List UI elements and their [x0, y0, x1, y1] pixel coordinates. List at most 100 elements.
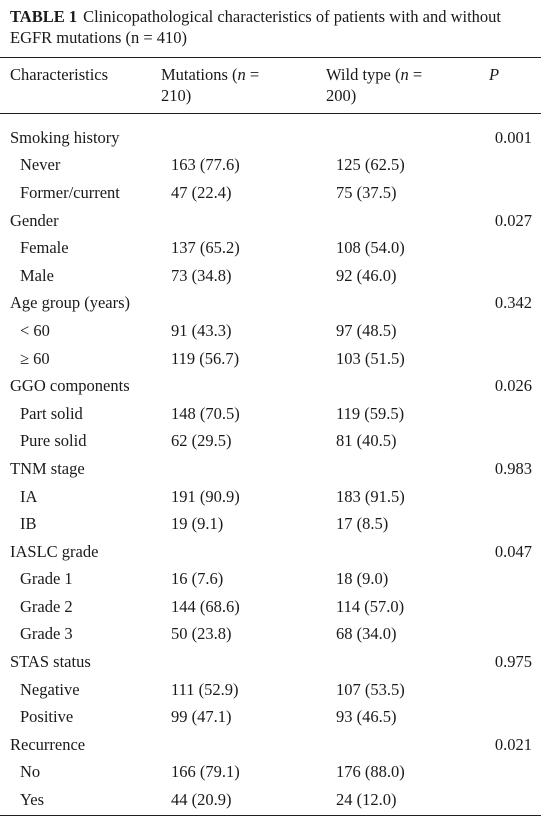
table-row-subcategory: ≥ 60 119 (56.7) 103 (51.5): [0, 345, 541, 373]
cell-p-value: [491, 428, 541, 456]
cell-wild-type: 119 (59.5): [336, 403, 405, 423]
cell-mutations: 111 (52.9): [171, 679, 239, 699]
cell-mutations: [171, 124, 336, 152]
cell-mutations: 148 (70.5): [171, 403, 240, 423]
cell-p-value: 0.027: [494, 210, 532, 230]
cell-wild-type: [336, 290, 491, 318]
table-row-subcategory: Negative 111 (52.9) 107 (53.5): [0, 676, 541, 704]
cell-wild-type: 18 (9.0): [336, 569, 389, 589]
cell-mutations: [171, 207, 336, 235]
cell-p-value: 0.001: [494, 127, 532, 147]
cell-characteristic: IB: [20, 514, 37, 534]
cell-wild-type: 17 (8.5): [336, 514, 389, 534]
cell-mutations: 137 (65.2): [171, 238, 240, 258]
cell-wild-type: [336, 207, 491, 235]
header-mutations-line2: 210): [161, 86, 192, 105]
cell-p-value: [491, 510, 541, 538]
cell-mutations: [171, 731, 336, 759]
cell-p-value: [491, 152, 541, 180]
cell-p-value: 0.983: [494, 458, 532, 478]
cell-mutations: 191 (90.9): [171, 486, 240, 506]
header-rule: [0, 113, 541, 114]
table-body: Smoking history 0.001 Never 163 (77.6) 125 (…: [0, 124, 541, 814]
cell-mutations: 166 (79.1): [171, 762, 240, 782]
table-row-subcategory: Female 137 (65.2) 108 (54.0): [0, 234, 541, 262]
table-row-subcategory: Former/current 47 (22.4) 75 (37.5): [0, 179, 541, 207]
cell-mutations: 99 (47.1): [171, 707, 232, 727]
cell-mutations: [171, 648, 336, 676]
table-row-subcategory: Male 73 (34.8) 92 (46.0): [0, 262, 541, 290]
cell-wild-type: 97 (48.5): [336, 320, 397, 340]
cell-characteristic: Positive: [20, 707, 74, 727]
cell-wild-type: 75 (37.5): [336, 182, 397, 202]
cell-p-value: [491, 786, 541, 814]
header-mutations-text-a: Mutations (: [161, 65, 238, 84]
cell-wild-type: 183 (91.5): [336, 486, 405, 506]
table-row-subcategory: Positive 99 (47.1) 93 (46.5): [0, 703, 541, 731]
cell-wild-type: 107 (53.5): [336, 679, 405, 699]
cell-p-value: [491, 593, 541, 621]
cell-p-value: 0.026: [494, 376, 532, 396]
cell-p-value: [491, 400, 541, 428]
header-wild-type: Wild type (n = 200): [326, 64, 422, 106]
table-row-category: IASLC grade 0.047: [0, 538, 541, 566]
header-wild-text-b: =: [408, 65, 423, 84]
table-row-subcategory: Pure solid 62 (29.5) 81 (40.5): [0, 428, 541, 456]
cell-characteristic: GGO components: [10, 376, 130, 396]
cell-characteristic: ≥ 60: [20, 348, 50, 368]
table-caption-text: Clinicopathological characteristics of p…: [10, 7, 501, 47]
cell-mutations: 50 (23.8): [171, 624, 232, 644]
cell-p-value: [491, 345, 541, 373]
cell-wild-type: 68 (34.0): [336, 624, 397, 644]
table-row-category: STAS status 0.975: [0, 648, 541, 676]
cell-characteristic: Gender: [10, 210, 59, 230]
cell-wild-type: 114 (57.0): [336, 596, 405, 616]
cell-mutations: 16 (7.6): [171, 569, 224, 589]
table-caption: TABLE 1 Clinicopathological characteristi…: [10, 6, 535, 48]
cell-mutations: [171, 455, 336, 483]
cell-characteristic: Yes: [20, 790, 45, 810]
cell-p-value: [491, 262, 541, 290]
table-row-subcategory: Never 163 (77.6) 125 (62.5): [0, 152, 541, 180]
table-row-category: Gender 0.027: [0, 207, 541, 235]
cell-p-value: [491, 566, 541, 594]
cell-mutations: [171, 538, 336, 566]
table-caption-label: TABLE 1: [10, 7, 78, 26]
cell-p-value: 0.342: [494, 293, 532, 313]
cell-wild-type: [336, 124, 491, 152]
cell-wild-type: [336, 538, 491, 566]
cell-wild-type: 93 (46.5): [336, 707, 397, 727]
cell-mutations: 19 (9.1): [171, 514, 224, 534]
cell-characteristic: Smoking history: [10, 127, 120, 147]
cell-p-value: [491, 234, 541, 262]
cell-wild-type: 92 (46.0): [336, 265, 397, 285]
cell-wild-type: 125 (62.5): [336, 155, 405, 175]
cell-p-value: [491, 179, 541, 207]
cell-mutations: 47 (22.4): [171, 182, 232, 202]
cell-characteristic: IASLC grade: [10, 541, 99, 561]
cell-mutations: 73 (34.8): [171, 265, 232, 285]
table-row-subcategory: Grade 3 50 (23.8) 68 (34.0): [0, 621, 541, 649]
cell-mutations: 119 (56.7): [171, 348, 240, 368]
top-rule: [0, 57, 541, 58]
table-row-subcategory: Grade 1 16 (7.6) 18 (9.0): [0, 566, 541, 594]
cell-mutations: 62 (29.5): [171, 431, 232, 451]
bottom-rule: [0, 815, 541, 816]
cell-wild-type: 108 (54.0): [336, 238, 405, 258]
cell-characteristic: Grade 3: [20, 624, 73, 644]
table-row-subcategory: IA 191 (90.9) 183 (91.5): [0, 483, 541, 511]
cell-characteristic: STAS status: [10, 652, 91, 672]
cell-characteristic: No: [20, 762, 41, 782]
cell-wild-type: [336, 648, 491, 676]
cell-wild-type: 176 (88.0): [336, 762, 405, 782]
cell-p-value: [491, 676, 541, 704]
table-row-subcategory: Part solid 148 (70.5) 119 (59.5): [0, 400, 541, 428]
cell-p-value: 0.975: [494, 652, 532, 672]
cell-characteristic: Grade 2: [20, 596, 73, 616]
table-row-subcategory: IB 19 (9.1) 17 (8.5): [0, 510, 541, 538]
cell-mutations: 144 (68.6): [171, 596, 240, 616]
cell-wild-type: [336, 455, 491, 483]
table-row-category: Age group (years) 0.342: [0, 290, 541, 318]
cell-characteristic: Grade 1: [20, 569, 73, 589]
table-row-subcategory: Grade 2 144 (68.6) 114 (57.0): [0, 593, 541, 621]
